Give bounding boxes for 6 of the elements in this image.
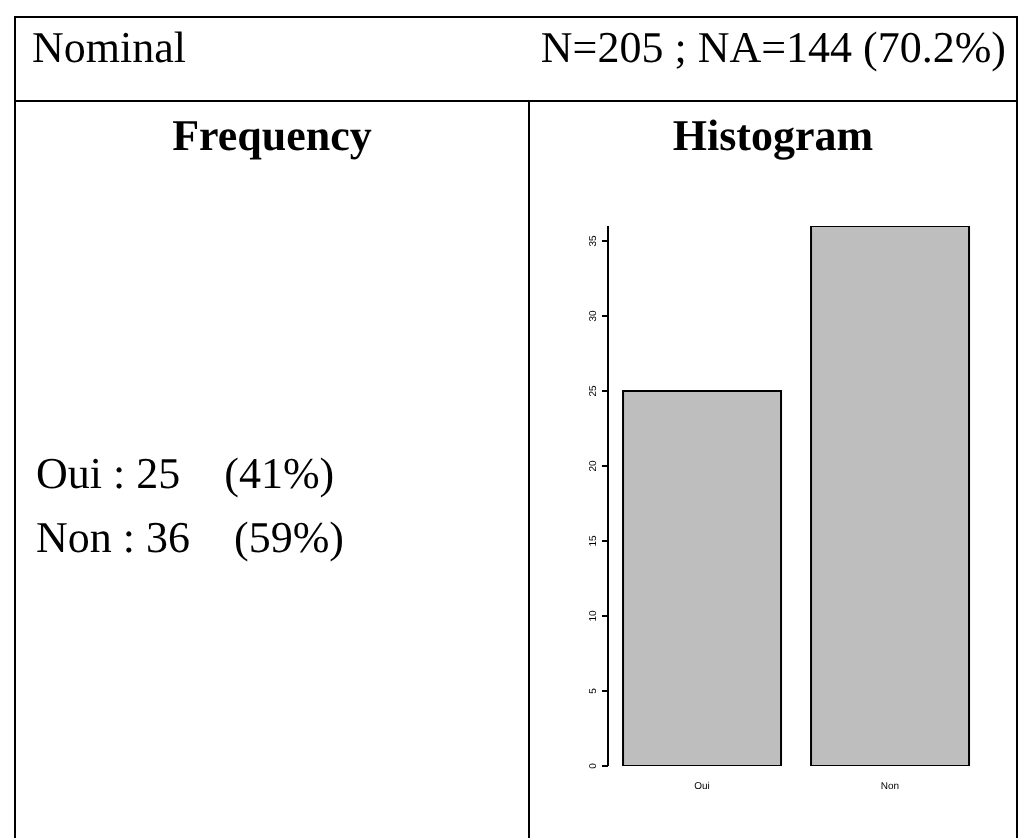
text: Frequency [170, 110, 374, 162]
chart-subtitle: N=205 ; NA=144 (70.2%) [540, 22, 1006, 74]
text: Non : 36 (59%) [36, 512, 344, 564]
text: Nominal [32, 22, 186, 74]
text: Histogram [670, 110, 876, 162]
text: Oui : 25 (41%) [36, 448, 335, 500]
